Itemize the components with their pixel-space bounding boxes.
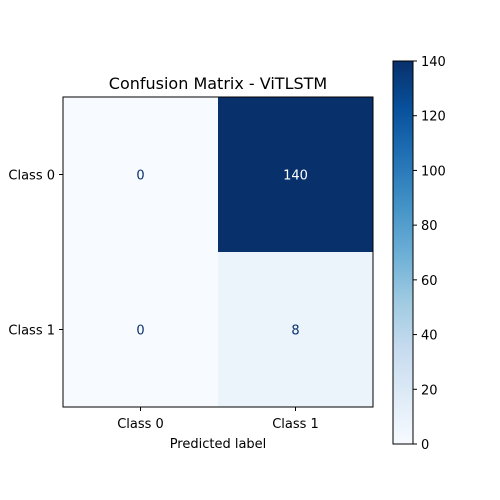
colorbar-tick-label: 120 — [421, 110, 446, 125]
y-axis: Class 0 Class 1 — [8, 169, 63, 339]
x-axis-label: Predicted label — [170, 437, 267, 452]
colorbar-tick-label: 0 — [421, 438, 429, 453]
colorbar-tick-label: 60 — [421, 274, 438, 289]
y-tick-label: Class 1 — [8, 324, 55, 339]
x-tick-label: Class 1 — [272, 417, 319, 432]
cell-value-label: 0 — [136, 169, 144, 184]
colorbar-tick-label: 100 — [421, 164, 446, 179]
chart-title: Confusion Matrix - ViTLSTM — [109, 74, 327, 93]
matrix-cell — [218, 97, 373, 252]
x-axis: Class 0 Class 1 — [117, 407, 319, 432]
cell-value-label: 0 — [136, 324, 144, 339]
matrix-cell — [63, 97, 218, 252]
colorbar — [392, 60, 414, 445]
matrix-cells: 0 140 0 8 — [63, 97, 373, 407]
plot-frame — [62, 96, 374, 408]
cell-value-label: 8 — [291, 324, 299, 339]
matrix-cell — [63, 252, 218, 407]
colorbar-tick-label: 20 — [421, 383, 438, 398]
cell-value-label: 140 — [283, 169, 308, 184]
y-tick-label: Class 0 — [8, 169, 55, 184]
matrix-cell — [218, 252, 373, 407]
x-tick-label: Class 0 — [117, 417, 164, 432]
colorbar-tick-label: 40 — [421, 329, 438, 344]
colorbar-tick-label: 140 — [421, 55, 446, 70]
colorbar-ticks: 0 20 40 60 80 100 120 140 — [413, 55, 446, 453]
colorbar-tick-label: 80 — [421, 219, 438, 234]
